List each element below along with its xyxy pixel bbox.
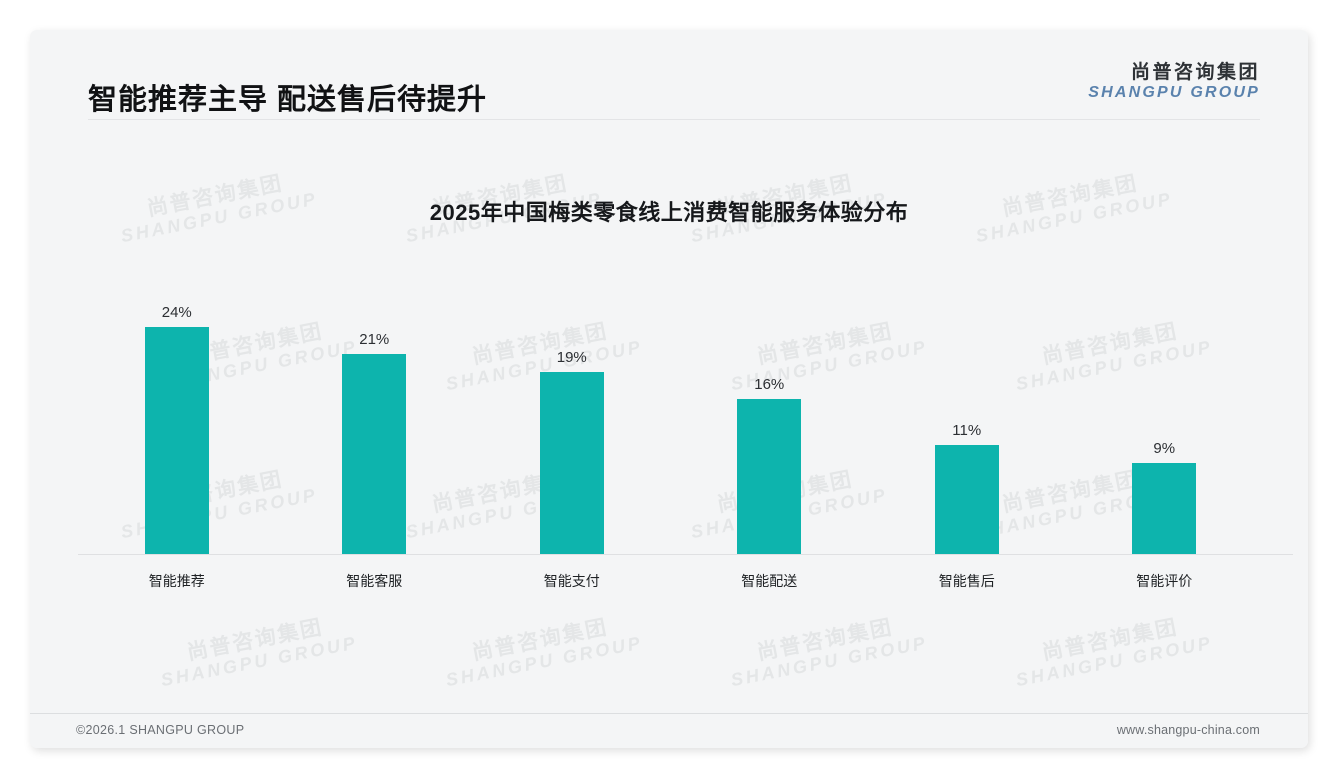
watermark-en: SHANGPU GROUP	[159, 632, 360, 691]
watermark-en: SHANGPU GROUP	[444, 632, 645, 691]
page-title: 智能推荐主导 配送售后待提升	[88, 84, 488, 116]
bar-rect[interactable]	[1132, 463, 1197, 555]
bar-rect[interactable]	[342, 353, 407, 555]
watermark-en: SHANGPU GROUP	[729, 632, 930, 691]
bar-rect[interactable]	[144, 326, 209, 555]
bar-column: 9%	[1132, 280, 1197, 555]
slide-footer: ©2026.1 SHANGPU GROUP www.shangpu-china.…	[30, 714, 1308, 748]
slide-header: 智能推荐主导 配送售后待提升 尚普咨询集团 SHANGPU GROUP	[30, 30, 1308, 120]
bar-rect[interactable]	[934, 444, 999, 555]
x-axis-tick-label: 智能售后	[938, 573, 995, 589]
bar-rect[interactable]	[737, 399, 802, 555]
bar-column: 11%	[934, 280, 999, 555]
bar-value-label: 16%	[754, 376, 785, 394]
x-axis-tick-labels: 智能推荐 智能客服 智能支付 智能配送 智能售后 智能评价	[78, 566, 1263, 596]
bar-column: 16%	[737, 280, 802, 555]
chart-plot-area: 24% 21% 19% 16% 11% 9%	[78, 280, 1263, 555]
bar-value-label: 11%	[952, 421, 982, 439]
footer-copyright: ©2026.1 SHANGPU GROUP	[76, 723, 245, 737]
brand-logo: 尚普咨询集团 SHANGPU GROUP	[1088, 62, 1260, 102]
brand-logo-cn: 尚普咨询集团	[1130, 62, 1260, 83]
header-divider	[88, 119, 1260, 120]
bar-rect[interactable]	[539, 372, 604, 555]
slide-card: 尚普咨询集团 SHANGPU GROUP 尚普咨询集团 SHANGPU GROUP 尚普…	[30, 30, 1308, 748]
x-axis-tick-label: 智能推荐	[148, 573, 205, 589]
bar-series: 24% 21% 19% 16% 11% 9%	[78, 280, 1263, 555]
watermark-cn: 尚普咨询集团	[470, 615, 611, 665]
bar-value-label: 24%	[161, 303, 192, 321]
bar-column: 24%	[144, 280, 209, 555]
watermark-cn: 尚普咨询集团	[1040, 615, 1181, 665]
x-axis-tick-label: 智能支付	[543, 573, 600, 589]
x-axis-tick-label: 智能配送	[741, 573, 798, 589]
x-axis-tick-label: 智能评价	[1136, 573, 1193, 589]
bar-column: 21%	[342, 280, 407, 555]
x-axis-tick-label: 智能客服	[346, 573, 403, 589]
bar-value-label: 21%	[359, 330, 390, 348]
x-axis-line	[78, 554, 1293, 555]
chart-title: 2025年中国梅类零食线上消费智能服务体验分布	[429, 200, 909, 225]
watermark-en: SHANGPU GROUP	[1014, 632, 1215, 691]
watermark-cn: 尚普咨询集团	[755, 615, 896, 665]
bar-value-label: 19%	[556, 349, 587, 367]
bar-column: 19%	[539, 280, 604, 555]
footer-website[interactable]: www.shangpu-china.com	[1116, 723, 1260, 737]
bar-value-label: 9%	[1153, 440, 1176, 458]
watermark-cn: 尚普咨询集团	[185, 615, 326, 665]
footer-divider	[30, 713, 1308, 714]
brand-logo-en: SHANGPU GROUP	[1088, 83, 1260, 101]
